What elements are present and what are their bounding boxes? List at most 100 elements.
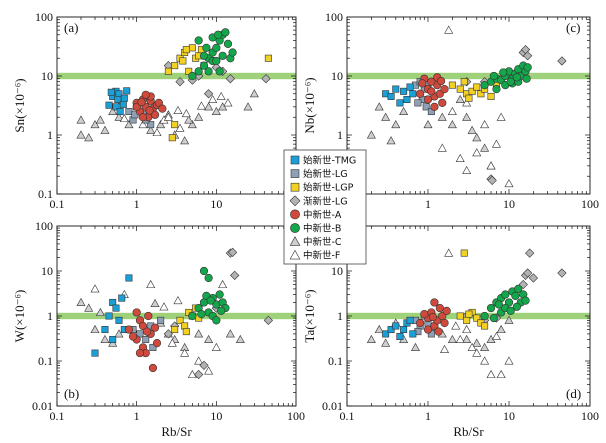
data-point <box>491 331 501 341</box>
data-point <box>437 112 447 121</box>
y-tick-label: 0.1 <box>38 354 53 368</box>
data-point <box>142 336 150 344</box>
legend-item: 始新世-TMG <box>290 155 356 167</box>
data-point <box>480 119 490 129</box>
x-tick-label: 100 <box>287 409 305 423</box>
data-point <box>444 25 454 34</box>
data-point <box>101 326 109 334</box>
legend-swatch <box>289 249 301 260</box>
data-point <box>167 338 177 347</box>
data-point <box>217 306 226 315</box>
data-point <box>146 125 156 134</box>
data-point <box>196 101 206 110</box>
data-point <box>208 94 218 103</box>
x-axis-label: Rb/Sr <box>453 424 484 439</box>
data-point <box>468 87 476 95</box>
y-axis-label: Sn(×10⁻⁶) <box>12 78 27 132</box>
data-point <box>171 326 179 334</box>
x-tick-label: 1 <box>134 409 140 423</box>
data-point <box>184 115 194 124</box>
data-point <box>171 121 179 129</box>
data-point <box>194 112 204 121</box>
data-point <box>455 94 465 103</box>
data-point <box>414 99 422 107</box>
data-point <box>557 268 567 278</box>
data-point <box>150 298 160 307</box>
data-point <box>423 119 433 129</box>
y-tick-label: 0.01 <box>32 399 53 413</box>
y-axis-label: Nb(×10⁻⁶) <box>302 77 317 133</box>
series-A <box>416 298 451 336</box>
series-TMG <box>382 316 417 341</box>
threshold-band <box>57 72 296 80</box>
data-point <box>108 106 118 116</box>
data-point <box>467 342 477 351</box>
data-point <box>204 67 213 76</box>
data-point <box>512 73 521 82</box>
data-point <box>523 51 533 61</box>
data-point <box>116 108 124 116</box>
data-point <box>366 130 376 139</box>
legend-label: 始新世-LG <box>303 168 348 180</box>
data-point <box>182 46 190 54</box>
data-point <box>90 119 100 129</box>
data-point <box>427 77 436 86</box>
data-point <box>221 28 230 37</box>
data-point <box>496 369 506 379</box>
data-point <box>211 106 221 116</box>
data-point <box>420 310 429 319</box>
data-point <box>182 328 190 336</box>
data-point <box>138 321 148 331</box>
data-point <box>491 139 501 148</box>
legend-swatch <box>290 209 300 220</box>
data-point <box>175 77 185 87</box>
data-point <box>202 43 211 52</box>
data-point <box>489 313 498 323</box>
data-point <box>90 324 100 334</box>
data-point <box>180 136 190 145</box>
data-point <box>437 143 447 152</box>
data-point <box>496 324 506 334</box>
series-F <box>119 91 233 137</box>
y-tick-label: 1 <box>337 309 343 323</box>
data-point <box>119 100 127 108</box>
data-point <box>525 248 535 258</box>
data-point <box>472 338 482 347</box>
data-point <box>480 356 490 365</box>
data-point <box>171 62 179 70</box>
data-point <box>100 125 110 134</box>
y-tick-label: 100 <box>325 10 343 24</box>
data-point <box>440 84 449 94</box>
y-tick-label: 1 <box>47 309 53 323</box>
data-point <box>158 104 167 113</box>
legend-label: 中新世-A <box>303 209 342 221</box>
data-point <box>211 342 221 351</box>
data-point <box>187 369 197 379</box>
data-point <box>215 290 224 299</box>
data-point <box>123 87 131 95</box>
series-B <box>188 266 230 325</box>
data-point <box>523 268 533 278</box>
data-point <box>141 90 150 99</box>
data-point <box>120 94 128 102</box>
data-point <box>462 165 472 175</box>
data-point <box>105 101 113 109</box>
data-point <box>406 316 414 324</box>
data-point <box>504 356 514 365</box>
data-point <box>422 103 430 111</box>
series-C <box>76 89 259 145</box>
data-point <box>480 342 490 351</box>
data-point <box>128 332 138 341</box>
data-point <box>504 298 514 307</box>
data-point <box>423 95 433 104</box>
data-point <box>173 295 183 305</box>
series-LGP <box>456 249 489 330</box>
data-point <box>95 115 105 124</box>
data-point <box>460 78 468 86</box>
data-point <box>447 334 457 344</box>
data-point <box>215 67 224 76</box>
x-tick-label: 1 <box>425 409 431 423</box>
